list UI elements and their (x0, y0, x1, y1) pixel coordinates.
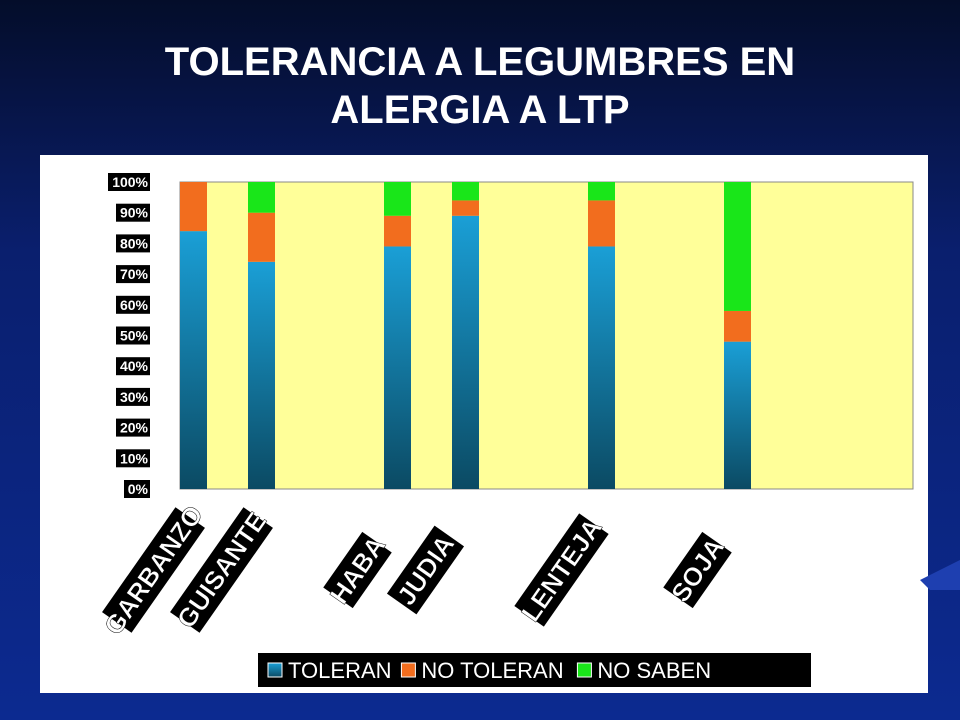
y-tick-label: 80% (116, 234, 150, 253)
y-tick-text: 20% (120, 420, 149, 436)
plot-area (179, 181, 914, 490)
y-tick-text: 90% (120, 205, 149, 221)
y-tick-text: 40% (120, 358, 149, 374)
bar-toleran-lenteja (588, 246, 615, 489)
y-tick-label-bg (124, 480, 150, 498)
bar-no-toleran-guisante (248, 212, 275, 262)
slide-title: TOLERANCIA A LEGUMBRES EN ALERGIA A LTP (0, 38, 960, 134)
y-axis: 0% 10% 20% 30% 40% 50% 60% 70% 80% 90% 100% (108, 173, 150, 498)
legend-swatch (576, 662, 592, 678)
y-tick-text: 10% (120, 450, 149, 466)
y-tick-label: 20% (116, 418, 150, 437)
x-tick-label-bg (386, 525, 465, 615)
bar-toleran-judia (452, 215, 479, 489)
legend-label: TOLERAN (288, 658, 392, 683)
bar-no-toleran-soja (724, 310, 751, 342)
bar-toleran-soja (724, 341, 751, 489)
y-tick-label-bg (108, 173, 150, 191)
bar-no-toleran-garbanzo (180, 182, 207, 232)
legend-swatch (267, 662, 283, 678)
y-tick-label-bg (116, 326, 150, 345)
y-tick-text: 0% (128, 481, 149, 497)
y-tick-text: 60% (120, 297, 149, 313)
bar-toleran-guisante (248, 261, 275, 489)
x-tick-label: LENTEJA (514, 512, 609, 627)
y-tick-text: 80% (120, 235, 149, 251)
bars (180, 182, 751, 489)
x-tick-label-bg (170, 507, 273, 633)
y-tick-label-bg (116, 295, 150, 314)
x-tick-label-bg (663, 531, 732, 609)
legend-swatch (400, 662, 416, 678)
x-tick-text: LENTEJA (515, 513, 608, 627)
y-tick-label: 90% (116, 203, 150, 222)
x-tick-label: HABA (323, 530, 392, 610)
bar-no-saben-haba (384, 182, 411, 216)
x-tick-label: SOJA (663, 531, 732, 609)
y-tick-text: 30% (120, 389, 149, 405)
y-tick-label: 50% (116, 326, 150, 345)
y-tick-label-bg (116, 234, 150, 253)
y-tick-text: 70% (120, 266, 149, 282)
y-tick-label-bg (116, 265, 150, 284)
y-tick-label: 40% (116, 357, 150, 376)
bar-no-saben-soja (724, 182, 751, 311)
corner-decoration (920, 560, 960, 590)
y-tick-text: 100% (112, 174, 148, 190)
bar-no-toleran-haba (384, 215, 411, 247)
bar-toleran-garbanzo (180, 231, 207, 489)
y-tick-label: 0% (124, 480, 150, 498)
y-tick-label: 100% (108, 173, 150, 191)
bar-toleran-haba (384, 246, 411, 489)
y-tick-text: 50% (120, 328, 149, 344)
chart-panel: 0% 10% 20% 30% 40% 50% 60% 70% 80% 90% 100% GARBAN… (40, 155, 928, 693)
y-tick-label-bg (116, 387, 150, 406)
legend-label: NO SABEN (597, 658, 711, 683)
legend: TOLERAN NO TOLERAN NO SABEN (258, 653, 811, 687)
title-line-2: ALERGIA A LTP (330, 88, 630, 132)
legend-box (258, 653, 811, 687)
legend-label: NO TOLERAN (421, 658, 563, 683)
y-tick-label-bg (116, 357, 150, 376)
bar-no-toleran-judia (452, 200, 479, 216)
y-tick-label-bg (116, 418, 150, 437)
y-tick-label-bg (116, 449, 150, 468)
y-tick-label: 10% (116, 449, 150, 468)
x-tick-label-bg (514, 513, 609, 627)
y-tick-label: 60% (116, 295, 150, 314)
x-tick-label-bg (102, 507, 205, 633)
bar-no-toleran-lenteja (588, 200, 615, 247)
y-tick-label-bg (116, 203, 150, 222)
x-tick-label: JUDIA (386, 525, 465, 615)
bar-no-saben-lenteja (588, 182, 615, 201)
bar-no-saben-guisante (248, 182, 275, 213)
title-line-1: TOLERANCIA A LEGUMBRES EN (164, 40, 796, 84)
x-tick-label-bg (323, 531, 392, 609)
bar-no-saben-judia (452, 182, 479, 201)
stacked-bar-chart: 0%10%20%30%40%50%60%70%80%90%100% GARBAN… (98, 173, 914, 687)
y-tick-label: 30% (116, 387, 150, 406)
y-tick-label: 70% (116, 265, 150, 284)
